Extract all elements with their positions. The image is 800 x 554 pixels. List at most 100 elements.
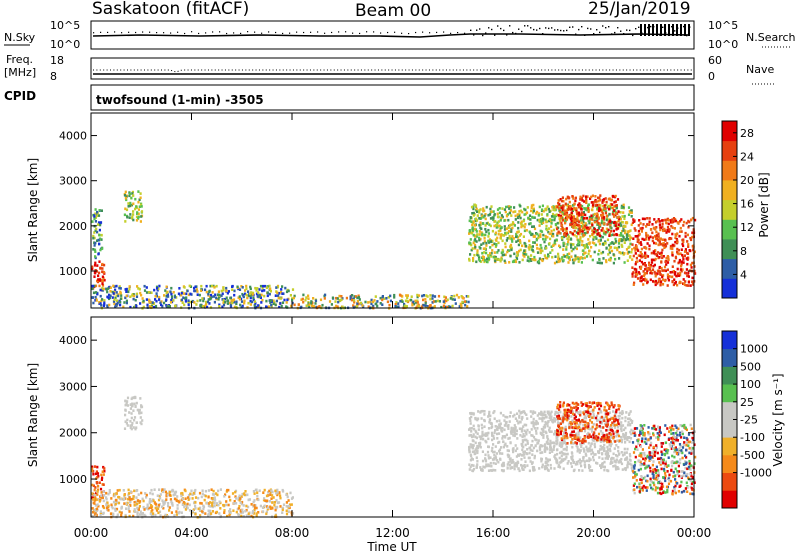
scatter-cell bbox=[422, 303, 425, 307]
scatter-cell bbox=[571, 452, 574, 455]
scatter-cell bbox=[550, 410, 553, 414]
scatter-cell bbox=[98, 284, 101, 288]
scatter-cell bbox=[207, 504, 210, 508]
scatter-cell bbox=[646, 217, 649, 220]
scatter-cell bbox=[570, 456, 573, 459]
cpid-panel: CPID twofsound (1-min) -3505 bbox=[4, 84, 695, 111]
scatter-cell bbox=[231, 492, 235, 495]
scatter-cell bbox=[199, 514, 202, 517]
scatter-cell bbox=[101, 282, 104, 286]
scatter-cell bbox=[516, 419, 519, 423]
scatter-cell bbox=[643, 277, 646, 281]
scatter-cell bbox=[560, 199, 563, 203]
scatter-cell bbox=[627, 417, 630, 421]
scatter-cell bbox=[135, 295, 139, 298]
scatter-cell bbox=[487, 415, 490, 418]
scatter-cell bbox=[560, 419, 563, 422]
scatter-cell bbox=[119, 287, 122, 290]
scatter-cell bbox=[266, 506, 270, 509]
scatter-cell bbox=[95, 227, 98, 231]
scatter-cell bbox=[126, 396, 130, 400]
scatter-cell bbox=[612, 209, 616, 212]
scatter-cell bbox=[523, 253, 526, 256]
scatter-cell bbox=[686, 233, 689, 237]
scatter-cell bbox=[575, 208, 578, 212]
scatter-cell bbox=[617, 421, 620, 424]
scatter-cell bbox=[668, 237, 671, 241]
freq-tick-top: 18 bbox=[50, 54, 64, 67]
scatter-cell bbox=[557, 199, 560, 202]
scatter-cell bbox=[556, 448, 559, 451]
scatter-cell bbox=[503, 428, 506, 432]
scatter-cell bbox=[662, 242, 665, 245]
scatter-cell bbox=[171, 504, 174, 507]
scatter-cell bbox=[393, 293, 396, 297]
scatter-cell bbox=[579, 462, 582, 465]
scatter-cell bbox=[545, 464, 548, 468]
scatter-cell bbox=[592, 456, 595, 459]
scatter-cell bbox=[272, 299, 275, 303]
scatter-cell bbox=[125, 299, 128, 303]
scatter-cell bbox=[614, 210, 617, 214]
scatter-cell bbox=[509, 205, 512, 209]
scatter-cell bbox=[291, 512, 295, 515]
scatter-cell bbox=[615, 206, 618, 210]
scatter-cell bbox=[93, 493, 96, 497]
scatter-cell bbox=[561, 256, 564, 259]
scatter-cell bbox=[513, 413, 516, 417]
scatter-cell bbox=[598, 419, 601, 423]
scatter-cell bbox=[600, 415, 603, 419]
scatter-cell bbox=[431, 294, 434, 297]
scatter-cell bbox=[652, 226, 655, 230]
scatter-cell bbox=[508, 207, 511, 210]
scatter-cell bbox=[641, 226, 644, 230]
scatter-cell bbox=[125, 208, 129, 212]
scatter-cell bbox=[92, 291, 96, 295]
scatter-cell bbox=[593, 406, 596, 409]
scatter-cell bbox=[522, 224, 525, 227]
scatter-cell bbox=[679, 219, 682, 223]
scatter-cell bbox=[284, 286, 287, 290]
scatter-cell bbox=[658, 239, 661, 242]
scatter-cell bbox=[539, 243, 542, 247]
scatter-cell bbox=[603, 443, 606, 447]
scatter-cell bbox=[498, 419, 501, 423]
scatter-cell bbox=[617, 217, 621, 221]
scatter-cell bbox=[99, 279, 102, 282]
scatter-cell bbox=[587, 252, 590, 256]
scatter-cell bbox=[592, 238, 595, 241]
scatter-cell bbox=[416, 299, 419, 303]
scatter-cell bbox=[258, 489, 261, 492]
scatter-cell bbox=[610, 221, 613, 224]
scatter-cell bbox=[496, 208, 500, 211]
scatter-cell bbox=[677, 274, 680, 277]
scatter-cell bbox=[584, 222, 587, 225]
scatter-cell bbox=[469, 443, 472, 446]
scatter-cell bbox=[561, 196, 564, 199]
scatter-cell bbox=[107, 296, 110, 299]
noise-search-dot bbox=[394, 31, 396, 33]
scatter-cell bbox=[335, 304, 338, 308]
scatter-cell bbox=[608, 251, 611, 254]
scatter-cell bbox=[521, 442, 524, 446]
noise-search-dot bbox=[611, 33, 613, 35]
scatter-cell bbox=[578, 469, 581, 472]
scatter-cell bbox=[119, 303, 122, 307]
noise-search-dot bbox=[593, 33, 595, 35]
scatter-cell bbox=[557, 416, 560, 420]
scatter-cell bbox=[506, 424, 509, 428]
scatter-cell bbox=[558, 451, 562, 455]
scatter-cell bbox=[189, 285, 193, 288]
scatter-cell bbox=[596, 419, 599, 422]
scatter-cell bbox=[619, 232, 623, 235]
scatter-cell bbox=[207, 509, 210, 513]
scatter-cell bbox=[598, 261, 601, 265]
scatter-cell bbox=[671, 265, 674, 268]
scatter-cell bbox=[544, 207, 547, 211]
scatter-cell bbox=[630, 209, 633, 213]
scatter-cell bbox=[605, 259, 608, 262]
scatter-cell bbox=[255, 512, 258, 515]
scatter-cell bbox=[352, 304, 355, 307]
noise-search-bar bbox=[680, 24, 682, 36]
